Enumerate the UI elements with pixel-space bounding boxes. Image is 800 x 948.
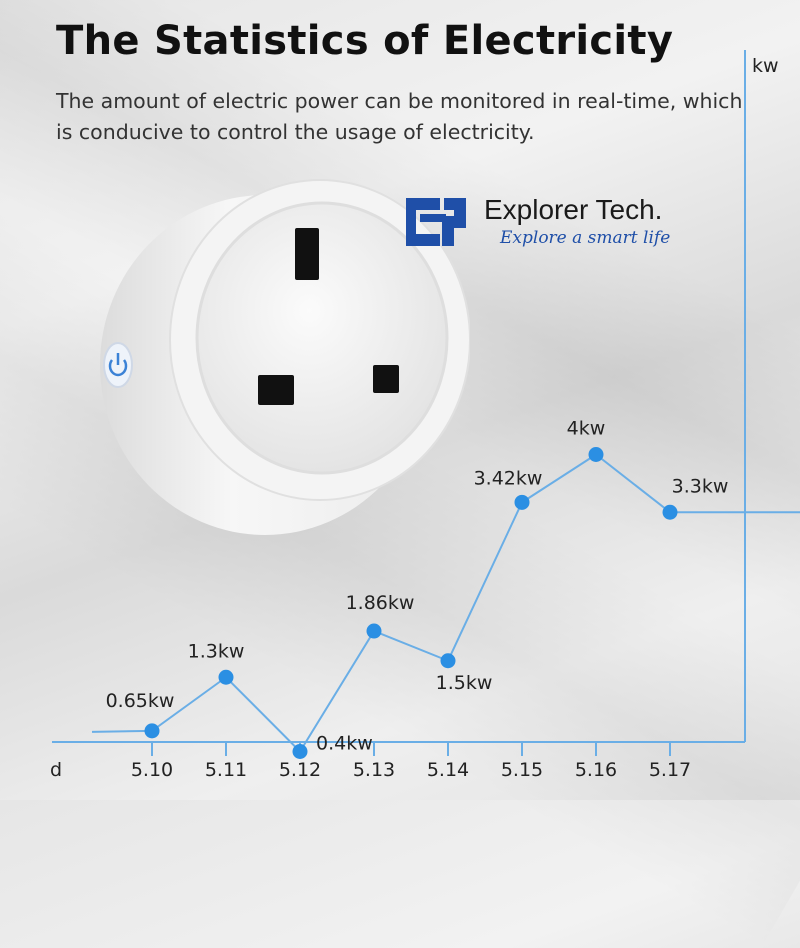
brand-tagline: Explore a smart life xyxy=(500,228,671,248)
data-label: 3.42kw xyxy=(474,467,543,489)
brand-logo-icon xyxy=(406,198,466,246)
data-label: 4kw xyxy=(567,418,606,440)
page-subtitle: The amount of electric power can be moni… xyxy=(56,89,743,144)
page-title: The Statistics of Electricity xyxy=(56,18,674,64)
brand-logo: Explorer Tech. Explore a smart life xyxy=(400,190,720,260)
data-point xyxy=(514,494,530,510)
y-axis-label: kw xyxy=(752,55,779,77)
x-tick-label: 5.17 xyxy=(649,759,691,781)
plug-slot xyxy=(258,375,294,405)
brand-name: Explorer Tech. xyxy=(484,194,663,225)
data-point xyxy=(440,653,456,669)
data-point xyxy=(662,504,678,520)
series-line xyxy=(91,453,800,754)
data-label: 1.3kw xyxy=(188,640,245,662)
data-point xyxy=(144,723,160,739)
x-axis-label: d xyxy=(50,759,62,781)
data-label: 1.5kw xyxy=(436,672,493,694)
data-point xyxy=(292,744,308,759)
data-point xyxy=(588,447,604,462)
data-label: 0.65kw xyxy=(106,690,175,712)
power-icon xyxy=(103,342,133,388)
plug-slot xyxy=(295,228,319,280)
data-point xyxy=(366,623,382,639)
data-label: 0.4kw xyxy=(316,733,373,755)
x-tick-label: 5.10 xyxy=(131,759,173,781)
x-tick-label: 5.11 xyxy=(205,759,247,781)
x-tick-label: 5.12 xyxy=(279,759,321,781)
data-label: 1.86kw xyxy=(346,592,415,614)
x-tick-label: 5.14 xyxy=(427,759,469,781)
smart-plug-image xyxy=(100,179,470,535)
electricity-line-chart: kw d 5.10 5.11 5.12 5.13 5.14 5.15 5.16 5.17 0.… xyxy=(50,50,800,781)
plug-slot xyxy=(373,365,399,393)
data-label: 3.3kw xyxy=(672,475,729,497)
x-tick-label: 5.13 xyxy=(353,759,395,781)
x-tick-label: 5.16 xyxy=(575,759,617,781)
data-point xyxy=(218,669,234,685)
x-tick-label: 5.15 xyxy=(501,759,543,781)
